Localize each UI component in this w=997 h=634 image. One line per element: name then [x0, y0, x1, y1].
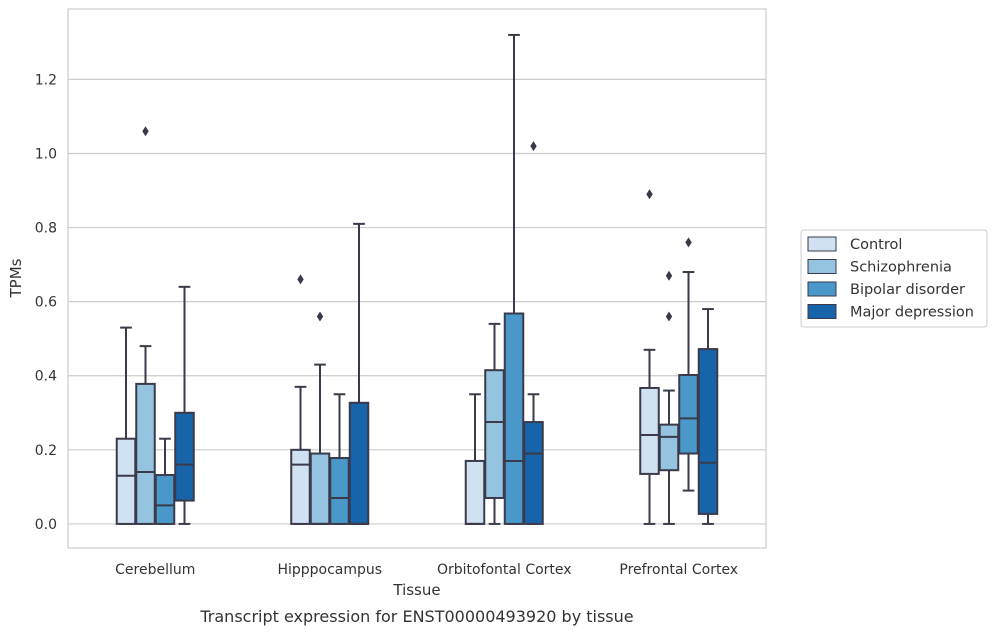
box: [523, 141, 544, 525]
outlier-point: [297, 274, 304, 285]
legend-items: Control Schizophrenia Bipolar disorder Majo…: [807, 236, 974, 321]
y-tick-label: 0.4: [35, 369, 57, 385]
x-tick-label: Prefrontal Cortex: [619, 562, 738, 578]
box: [154, 437, 176, 525]
y-tick-label: 0.8: [35, 221, 57, 237]
outlier-point: [530, 141, 537, 152]
box: [309, 311, 331, 525]
outlier-point: [665, 311, 673, 322]
box: [135, 126, 156, 525]
box-iqr: [639, 386, 660, 475]
y-tick-label: 1.2: [35, 72, 57, 88]
legend-item: Bipolar disorder: [807, 281, 965, 298]
legend-item: Major depression: [807, 304, 974, 321]
box: [290, 274, 311, 525]
x-tick-label: Hipppocampus: [277, 562, 382, 578]
outlier-point: [685, 237, 692, 248]
box-iqr: [484, 369, 505, 499]
box-iqr: [503, 312, 525, 525]
outlier-point: [665, 270, 673, 281]
y-tick-label: 0.0: [35, 517, 57, 533]
box: [484, 322, 505, 525]
x-tick-label: Orbitofontal Cortex: [437, 562, 572, 578]
y-tick-labels: 0.0 0.2 0.4 0.6 0.8 1.0 1.2: [35, 72, 57, 533]
box: [697, 308, 719, 525]
y-axis-label: TPMs: [7, 258, 25, 298]
box-iqr: [329, 456, 350, 525]
legend-swatch: [807, 304, 837, 319]
legend-swatch: [807, 236, 837, 252]
legend-label: Major depression: [850, 305, 974, 321]
legend-item: Control: [807, 236, 902, 253]
box-iqr: [290, 448, 311, 525]
box-iqr: [464, 459, 486, 525]
y-tick-label: 0.6: [35, 295, 57, 311]
outlier-point: [316, 311, 324, 322]
box-iqr: [697, 348, 719, 515]
box-iqr: [174, 411, 195, 502]
plot-frame: [67, 8, 767, 549]
y-tick-label: 1.0: [35, 146, 57, 162]
x-tick-labels: Cerebellum Hipppocampus Orbitofontal Corte…: [115, 562, 738, 578]
legend-swatch: [807, 259, 837, 274]
box-iqr: [658, 423, 680, 472]
legend-label: Bipolar disorder: [850, 282, 965, 298]
box-iqr: [523, 421, 544, 525]
legend-item: Schizophrenia: [807, 259, 952, 276]
legend-label: Schizophrenia: [850, 260, 952, 276]
box: [464, 393, 486, 525]
legend-label: Control: [850, 237, 902, 253]
box-iqr: [678, 374, 699, 455]
legend: Control Schizophrenia Bipolar disorder Majo…: [800, 229, 988, 328]
box: [503, 33, 525, 525]
box: [174, 285, 195, 525]
box: [115, 326, 137, 525]
x-tick-label: Cerebellum: [115, 562, 195, 578]
outlier-point: [646, 189, 653, 200]
box-iqr: [348, 401, 370, 525]
box: [678, 237, 699, 492]
legend-frame: [800, 229, 988, 328]
box-iqr: [309, 452, 331, 525]
legend-swatch: [807, 281, 837, 297]
box: [639, 189, 660, 525]
boxes: [115, 33, 719, 525]
x-axis-label: Tissue: [392, 581, 440, 599]
figure-caption: Transcript expression for ENST0000049392…: [199, 607, 633, 626]
box: [658, 270, 680, 525]
box: [329, 393, 350, 525]
box: [348, 222, 370, 525]
box-iqr: [154, 474, 176, 525]
box-iqr: [135, 382, 156, 525]
box-iqr: [115, 437, 137, 525]
y-tick-label: 0.2: [35, 443, 57, 459]
outlier-point: [142, 126, 149, 137]
